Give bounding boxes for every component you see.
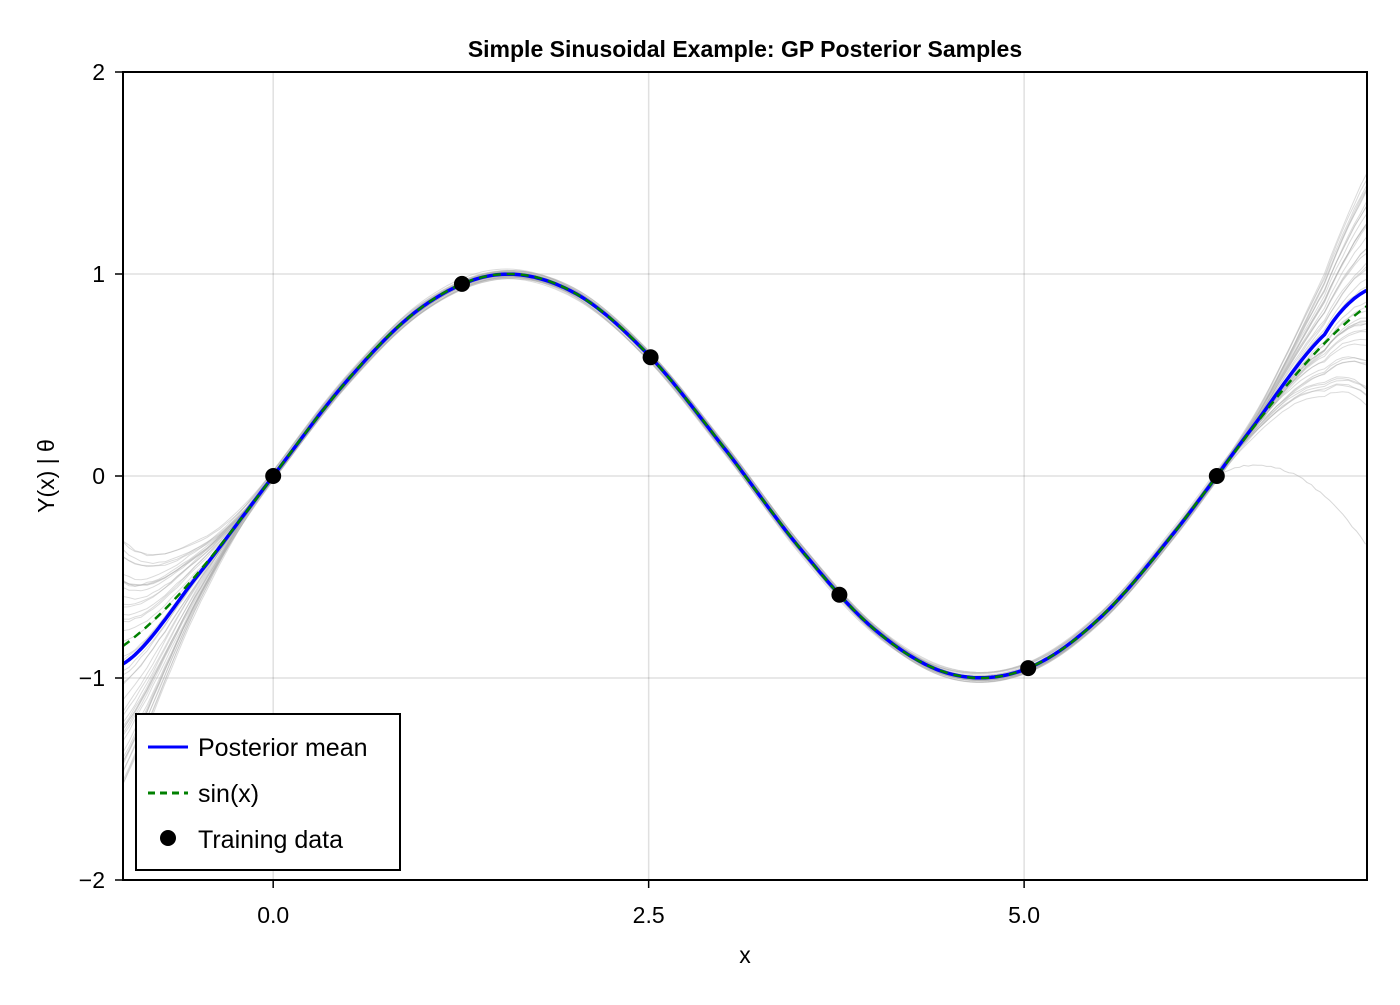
x-axis-label: x bbox=[739, 942, 751, 968]
legend-label-posterior-mean: Posterior mean bbox=[198, 734, 368, 762]
posterior-sample-line bbox=[1216, 464, 1366, 545]
legend-label-sin: sin(x) bbox=[198, 780, 259, 808]
x-tick-label: 5.0 bbox=[1008, 902, 1040, 928]
training-data-point bbox=[1208, 468, 1225, 484]
posterior-sample-line bbox=[123, 189, 1367, 762]
sin-line bbox=[123, 272, 1367, 680]
posterior-sample-line bbox=[123, 276, 1367, 736]
y-tick-label: 1 bbox=[92, 261, 105, 287]
legend: Posterior mean sin(x) Training data bbox=[135, 713, 401, 871]
posterior-sample-line bbox=[123, 173, 1367, 773]
series-lines bbox=[123, 272, 1367, 680]
training-data-point bbox=[265, 468, 282, 484]
training-points bbox=[265, 275, 1225, 677]
legend-label-training-data: Training data bbox=[198, 826, 343, 854]
posterior-sample-line bbox=[123, 223, 1367, 762]
legend-box bbox=[135, 713, 401, 871]
training-data-point bbox=[1020, 660, 1037, 677]
posterior-sample-line bbox=[123, 274, 1367, 753]
legend-swatch-training-data bbox=[160, 830, 176, 846]
training-data-point bbox=[831, 586, 848, 603]
posterior-sample-line bbox=[123, 273, 1367, 674]
y-tick-label: 0 bbox=[92, 463, 105, 489]
training-data-point bbox=[453, 275, 470, 292]
chart-title: Simple Sinusoidal Example: GP Posterior … bbox=[468, 36, 1022, 62]
y-tick-label: 2 bbox=[92, 59, 105, 85]
y-tick-label: −2 bbox=[79, 867, 105, 893]
training-data-point bbox=[642, 349, 659, 366]
x-tick-label: 2.5 bbox=[633, 902, 665, 928]
y-tick-label: −1 bbox=[79, 665, 105, 691]
posterior-sample-line bbox=[123, 278, 1367, 734]
posterior-sample-line bbox=[123, 276, 1367, 781]
x-tick-label: 0.0 bbox=[257, 902, 289, 928]
posterior-sample-line bbox=[123, 226, 1367, 681]
axis-ticks: 0.0 2.5 5.0 −2 −1 0 1 2 bbox=[79, 59, 1040, 928]
y-axis-label: Y(x) | θ bbox=[33, 439, 59, 513]
